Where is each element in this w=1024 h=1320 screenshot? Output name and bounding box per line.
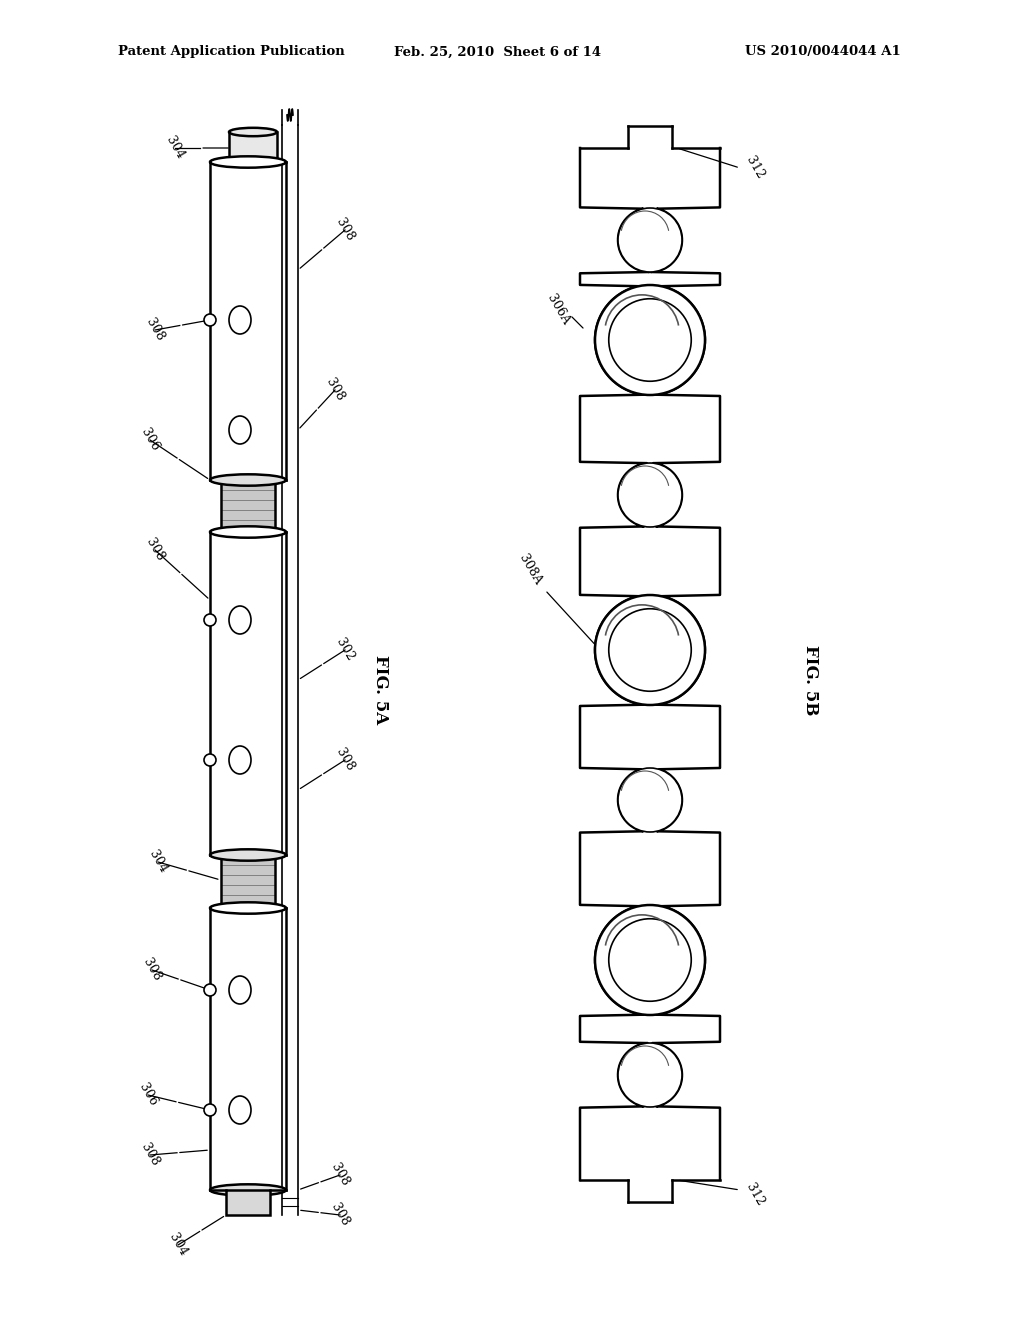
Ellipse shape: [210, 156, 286, 168]
Ellipse shape: [204, 1104, 216, 1115]
Text: 304: 304: [146, 849, 170, 875]
Text: 308A: 308A: [516, 553, 544, 587]
Ellipse shape: [229, 128, 278, 136]
Text: 308: 308: [140, 957, 164, 983]
Ellipse shape: [229, 975, 251, 1005]
Ellipse shape: [595, 906, 705, 1015]
Text: 306A: 306A: [544, 293, 571, 327]
Polygon shape: [210, 162, 286, 480]
Ellipse shape: [618, 1043, 682, 1107]
Ellipse shape: [618, 209, 682, 272]
Polygon shape: [580, 148, 720, 1180]
Text: 302: 302: [334, 636, 356, 664]
Ellipse shape: [210, 849, 286, 861]
Ellipse shape: [608, 609, 691, 692]
Polygon shape: [226, 1191, 270, 1214]
Ellipse shape: [229, 606, 251, 634]
Ellipse shape: [229, 746, 251, 774]
Ellipse shape: [204, 983, 216, 997]
Ellipse shape: [210, 527, 286, 537]
Text: 308: 308: [329, 1201, 351, 1229]
Ellipse shape: [204, 614, 216, 626]
Ellipse shape: [204, 314, 216, 326]
Text: 304: 304: [166, 1232, 189, 1259]
Text: 308: 308: [334, 216, 356, 244]
Text: 308: 308: [138, 1142, 162, 1168]
Ellipse shape: [608, 919, 691, 1002]
Ellipse shape: [618, 768, 682, 832]
Polygon shape: [220, 480, 275, 532]
Text: 306: 306: [138, 426, 162, 454]
Polygon shape: [210, 908, 286, 1191]
Text: 308: 308: [324, 376, 347, 404]
Text: 308: 308: [329, 1162, 351, 1188]
Text: 304: 304: [164, 135, 186, 161]
Ellipse shape: [204, 754, 216, 766]
Ellipse shape: [210, 1184, 286, 1196]
Text: 308: 308: [143, 536, 167, 564]
Ellipse shape: [608, 298, 691, 381]
Text: FIG. 5A: FIG. 5A: [372, 655, 388, 725]
Ellipse shape: [618, 463, 682, 527]
Text: Feb. 25, 2010  Sheet 6 of 14: Feb. 25, 2010 Sheet 6 of 14: [394, 45, 601, 58]
Ellipse shape: [229, 416, 251, 444]
Polygon shape: [229, 132, 278, 162]
Polygon shape: [210, 532, 286, 855]
Ellipse shape: [595, 285, 705, 395]
Text: FIG. 5B: FIG. 5B: [802, 644, 818, 715]
Text: 308: 308: [334, 746, 356, 774]
Text: 306: 306: [136, 1081, 160, 1109]
Text: US 2010/0044044 A1: US 2010/0044044 A1: [745, 45, 901, 58]
Ellipse shape: [229, 1096, 251, 1125]
Ellipse shape: [229, 158, 278, 166]
Polygon shape: [220, 855, 275, 908]
Ellipse shape: [210, 903, 286, 913]
Ellipse shape: [595, 595, 705, 705]
Polygon shape: [282, 125, 298, 1214]
Ellipse shape: [229, 306, 251, 334]
Text: 312: 312: [743, 1181, 767, 1209]
Text: 312: 312: [743, 154, 767, 182]
Ellipse shape: [210, 474, 286, 486]
Text: 308: 308: [143, 317, 167, 343]
Text: Patent Application Publication: Patent Application Publication: [118, 45, 345, 58]
